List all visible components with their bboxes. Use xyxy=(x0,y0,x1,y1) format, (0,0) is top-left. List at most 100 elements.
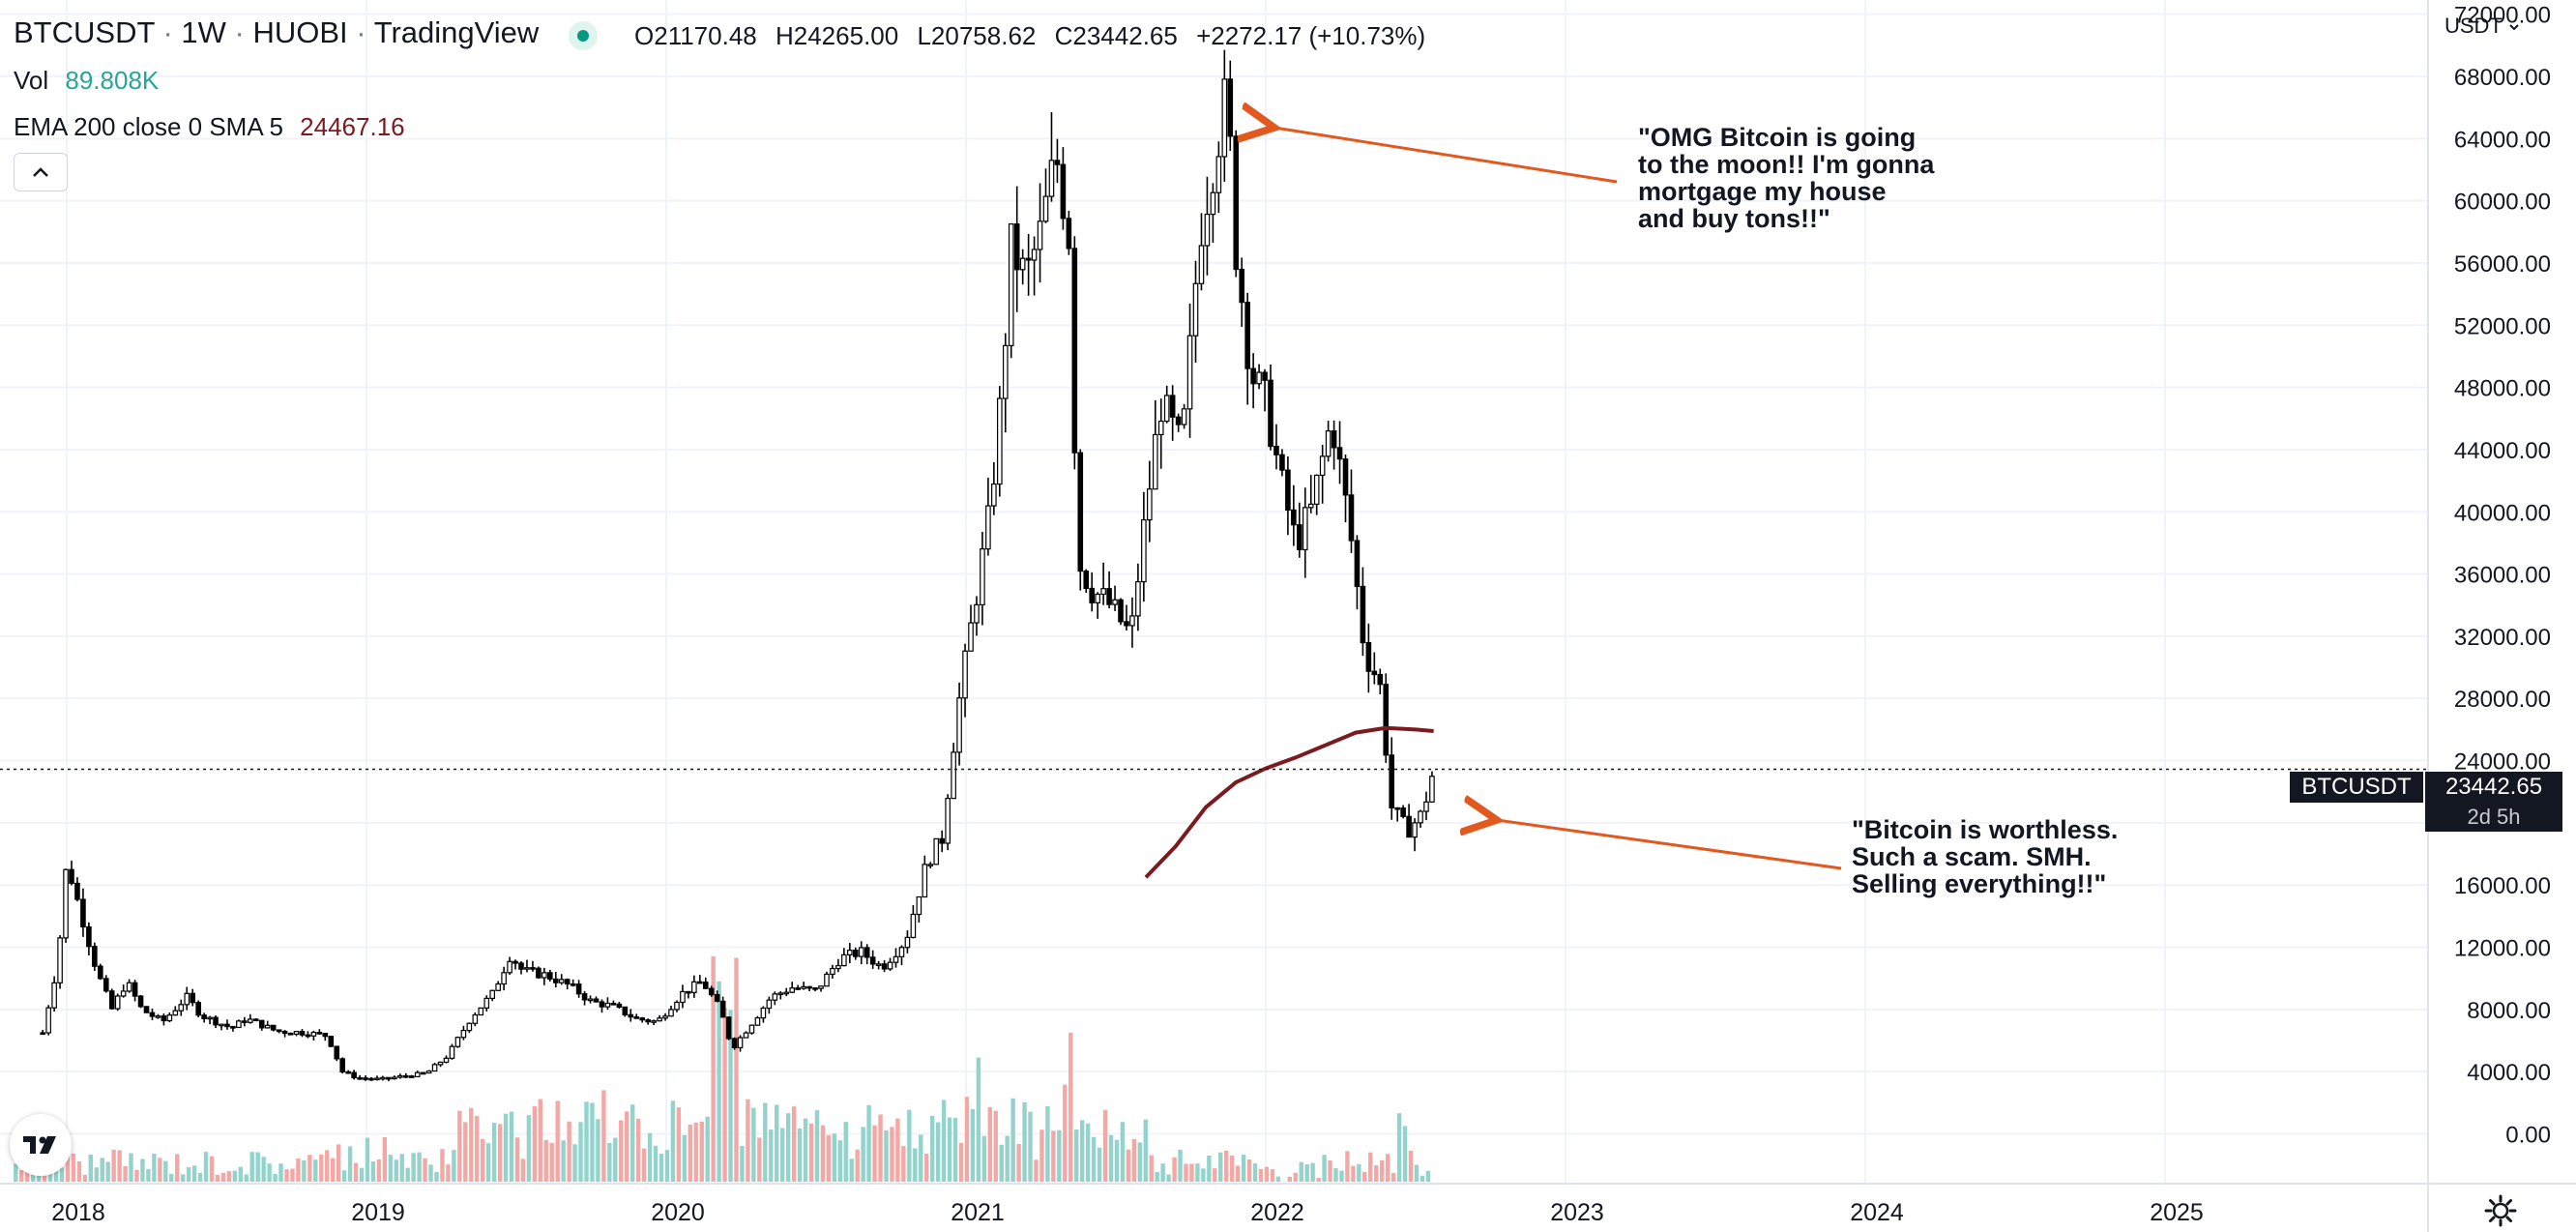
volume-bar xyxy=(890,1127,894,1182)
x-tick-label: 2018 xyxy=(51,1199,105,1226)
candle-body xyxy=(558,979,565,983)
volume-bar xyxy=(1143,1119,1148,1182)
candle-body xyxy=(858,947,864,957)
volume-bar xyxy=(1390,1172,1396,1182)
candle-body xyxy=(1060,163,1067,220)
candle-body xyxy=(801,985,806,989)
candle-body xyxy=(714,994,720,1003)
volume-legend[interactable]: Vol 89.808K xyxy=(14,66,168,96)
gear-icon[interactable] xyxy=(2483,1193,2518,1228)
volume-bar xyxy=(232,1170,238,1182)
interval[interactable]: 1W xyxy=(181,15,226,49)
volume-bar xyxy=(1213,1168,1217,1182)
candle-body xyxy=(639,1017,646,1021)
volume-bar xyxy=(1339,1170,1344,1182)
tradingview-logo[interactable] xyxy=(10,1114,72,1176)
annotation-top[interactable]: "OMG Bitcoin is going to the moon!! I'm … xyxy=(1638,123,1935,233)
volume-bar xyxy=(220,1172,226,1182)
separator: · xyxy=(162,15,173,49)
volume-bar xyxy=(152,1154,157,1182)
volume-bar xyxy=(319,1154,324,1182)
candle-body xyxy=(1400,807,1406,817)
candle-body xyxy=(1106,588,1112,605)
volume-bar xyxy=(987,1106,992,1182)
volume-bar xyxy=(625,1111,629,1182)
candle-body xyxy=(680,990,686,1004)
volume-bar xyxy=(647,1132,653,1182)
candle-body xyxy=(1077,452,1084,572)
y-tick-label: 40000.00 xyxy=(2454,500,2551,526)
candle-body xyxy=(1071,248,1078,454)
volume-bar xyxy=(175,1154,180,1182)
candle-body xyxy=(1112,599,1118,605)
volume-bar xyxy=(169,1173,174,1182)
volume-bar xyxy=(491,1122,497,1182)
volume-bar xyxy=(1039,1129,1044,1182)
volume-bar xyxy=(769,1129,774,1182)
candle-body xyxy=(1297,524,1303,551)
candle-body xyxy=(1013,223,1020,271)
annotation-bottom[interactable]: "Bitcoin is worthless. Such a scam. SMH.… xyxy=(1852,815,2119,898)
volume-bar xyxy=(382,1136,388,1182)
volume-bar xyxy=(641,1148,647,1182)
volume-bar xyxy=(958,1142,964,1182)
symbol-name[interactable]: BTCUSDT xyxy=(14,15,155,49)
candle-body xyxy=(310,1031,317,1037)
candle-body xyxy=(898,947,905,957)
candle-body xyxy=(1365,641,1372,672)
volume-bar xyxy=(475,1116,480,1182)
candle-body xyxy=(708,987,715,996)
candle-body xyxy=(622,1006,629,1015)
volume-bar xyxy=(244,1174,249,1182)
candle-body xyxy=(1383,684,1390,756)
candle-body xyxy=(108,990,115,1010)
volume-bar xyxy=(452,1150,456,1182)
candle-body xyxy=(98,965,103,980)
volume-bar xyxy=(532,1106,538,1182)
volume-bar xyxy=(65,1156,71,1182)
candle-body xyxy=(1423,801,1429,812)
volume-bar xyxy=(1252,1163,1258,1182)
candle-body xyxy=(1429,776,1435,803)
candle-body xyxy=(507,960,512,974)
volume-bar xyxy=(394,1159,398,1182)
candle-body xyxy=(524,967,530,970)
candle-body xyxy=(1181,408,1187,425)
currency-selector[interactable]: USDT xyxy=(2444,14,2520,39)
volume-bar xyxy=(503,1113,509,1182)
volume-bar xyxy=(653,1145,659,1182)
volume-bar xyxy=(526,1115,532,1182)
candle-body xyxy=(968,622,974,652)
candle-body xyxy=(951,751,956,800)
volume-bar xyxy=(607,1142,612,1182)
collapse-legend-button[interactable] xyxy=(14,153,68,191)
candle-body xyxy=(657,1017,662,1022)
volume-bar xyxy=(197,1172,203,1182)
volume-bar xyxy=(688,1124,692,1182)
candle-body xyxy=(1348,494,1355,542)
candle-body xyxy=(910,913,917,939)
candle-body xyxy=(748,1024,755,1034)
candle-body xyxy=(242,1020,248,1023)
candle-body xyxy=(74,882,80,900)
volume-bar xyxy=(895,1118,900,1182)
volume-bar xyxy=(180,1174,186,1182)
volume-bar xyxy=(837,1140,842,1182)
vol-label: Vol xyxy=(14,66,49,95)
candle-body xyxy=(339,1058,346,1073)
volume-bar xyxy=(1328,1160,1332,1182)
volume-bar xyxy=(359,1167,365,1182)
ema-legend[interactable]: EMA 200 close 0 SMA 5 24467.16 xyxy=(14,112,415,142)
candle-body xyxy=(172,1010,179,1016)
x-tick-label: 2025 xyxy=(2150,1199,2204,1226)
volume-bar xyxy=(635,1118,641,1182)
volume-bar xyxy=(1420,1175,1425,1182)
volume-bar xyxy=(717,981,721,1182)
candle-body xyxy=(1066,218,1072,249)
volume-bar xyxy=(273,1173,278,1182)
volume-bar xyxy=(832,1133,837,1182)
candle-body xyxy=(86,925,92,948)
volume-bar xyxy=(1270,1169,1275,1182)
candle-body xyxy=(1239,268,1245,304)
